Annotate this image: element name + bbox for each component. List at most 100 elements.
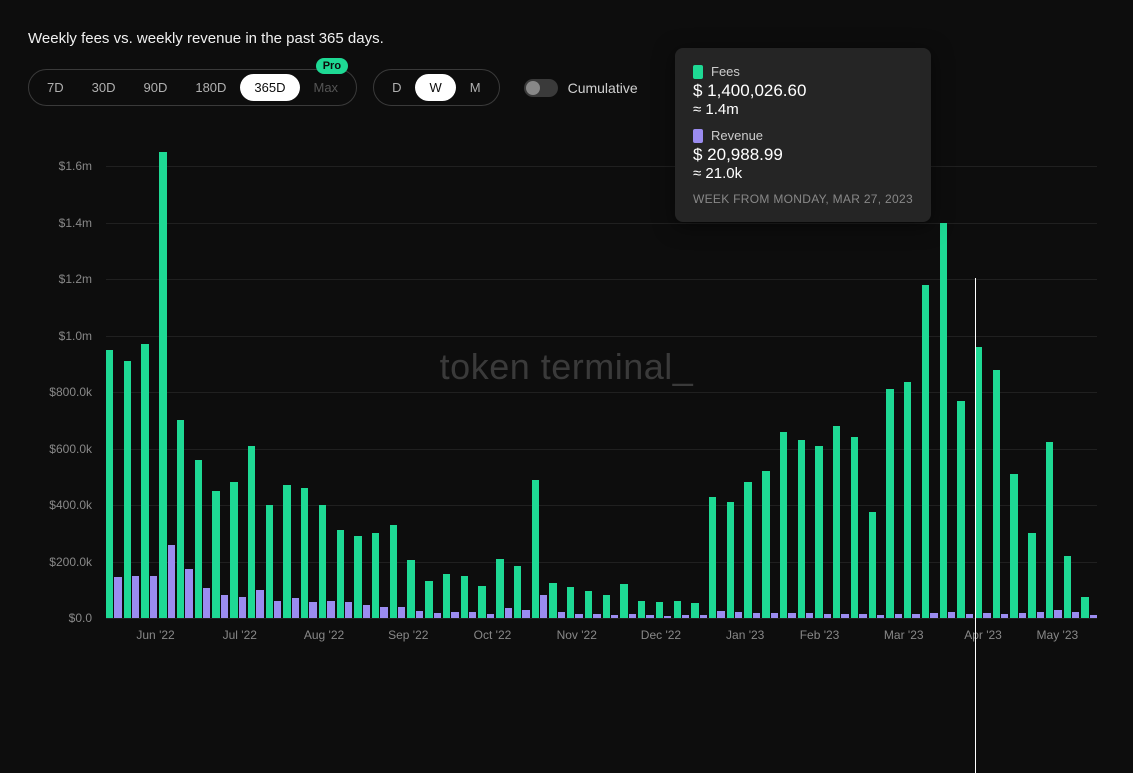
revenue-bar [434,613,441,618]
bar-slot[interactable] [514,138,530,618]
bar-slot[interactable] [248,138,264,618]
range-180d[interactable]: 180D [181,74,240,101]
range-7d[interactable]: 7D [33,74,78,101]
revenue-bar [256,590,263,618]
bar-slot[interactable] [1064,138,1080,618]
bar-slot[interactable] [354,138,370,618]
bar-slot[interactable] [407,138,423,618]
revenue-bar [841,614,848,618]
bar-slot[interactable] [1028,138,1044,618]
revenue-bar [948,612,955,618]
bar-slot[interactable] [390,138,406,618]
range-max[interactable]: Max [300,74,353,101]
revenue-bar [292,598,299,618]
bar-slot[interactable] [638,138,654,618]
bar-slot[interactable] [603,138,619,618]
revenue-bar [753,613,760,618]
bar-slot[interactable] [1046,138,1062,618]
fees-bar [620,584,627,618]
fees-bar [674,601,681,618]
bar-slot[interactable] [283,138,299,618]
fees-bar [390,525,397,618]
range-90d[interactable]: 90D [129,74,181,101]
bar-slot[interactable] [585,138,601,618]
bar-slot[interactable] [425,138,441,618]
bar-slot[interactable] [1081,138,1097,618]
tooltip-fees-approx: ≈ 1.4m [693,101,913,118]
bar-slot[interactable] [957,138,973,618]
revenue-bar [487,614,494,618]
bar-slot[interactable] [532,138,548,618]
bar-slot[interactable] [656,138,672,618]
bar-slot[interactable] [230,138,246,618]
revenue-bar [859,614,866,618]
fees-bar [603,595,610,618]
granularity-w[interactable]: W [415,74,455,101]
bar-slot[interactable] [993,138,1009,618]
revenue-bar [1019,613,1026,618]
bar-slot[interactable] [301,138,317,618]
bar-slot[interactable] [567,138,583,618]
bar-slot[interactable] [195,138,211,618]
fees-bar [922,285,929,618]
bar-slot[interactable] [975,138,991,618]
revenue-bar [380,607,387,618]
bar-slot[interactable] [212,138,228,618]
revenue-bar [1001,614,1008,618]
bar-slot[interactable] [461,138,477,618]
fees-bar [159,152,166,618]
x-tick: Sep '22 [388,628,428,642]
fees-bar [106,350,113,618]
fees-bar [744,482,751,618]
tooltip-fees-value: $ 1,400,026.60 [693,81,913,101]
bar-slot[interactable] [177,138,193,618]
revenue-bar [1037,612,1044,618]
bar-slot[interactable] [106,138,122,618]
bar-slot[interactable] [266,138,282,618]
granularity-d[interactable]: D [378,74,415,101]
bar-slot[interactable] [620,138,636,618]
cumulative-label: Cumulative [568,80,638,96]
bar-slot[interactable] [940,138,956,618]
range-30d[interactable]: 30D [78,74,130,101]
bar-slot[interactable] [319,138,335,618]
y-tick: $600.0k [49,442,92,456]
fees-bar [425,581,432,618]
x-tick: Jul '22 [223,628,257,642]
fees-bar [549,583,556,618]
bar-slot[interactable] [159,138,175,618]
bar-slot[interactable] [337,138,353,618]
revenue-bar [912,614,919,618]
fees-bar [496,559,503,618]
fees-bar [1010,474,1017,618]
bar-slot[interactable] [549,138,565,618]
bar-slot[interactable] [443,138,459,618]
fees-bar [762,471,769,618]
fees-bar [372,533,379,618]
fees-swatch [693,65,703,79]
range-365d[interactable]: 365D [240,74,299,101]
revenue-bar [185,569,192,618]
revenue-bar [558,612,565,618]
bar-slot[interactable] [124,138,140,618]
revenue-bar [611,615,618,618]
fees-bar [478,586,485,618]
revenue-bar [451,612,458,618]
bar-slot[interactable] [1010,138,1026,618]
bar-slot[interactable] [372,138,388,618]
y-tick: $1.2m [59,272,92,286]
fees-bar [1064,556,1071,618]
revenue-bar [700,615,707,618]
revenue-bar [593,614,600,618]
fees-bar [691,603,698,618]
bar-slot[interactable] [478,138,494,618]
revenue-bar [575,614,582,618]
bar-slot[interactable] [141,138,157,618]
revenue-bar [150,576,157,618]
granularity-m[interactable]: M [456,74,495,101]
bar-slot[interactable] [496,138,512,618]
cumulative-toggle[interactable] [524,79,558,97]
fees-bar [940,223,947,618]
revenue-bar [132,576,139,618]
fees-bar [301,488,308,618]
